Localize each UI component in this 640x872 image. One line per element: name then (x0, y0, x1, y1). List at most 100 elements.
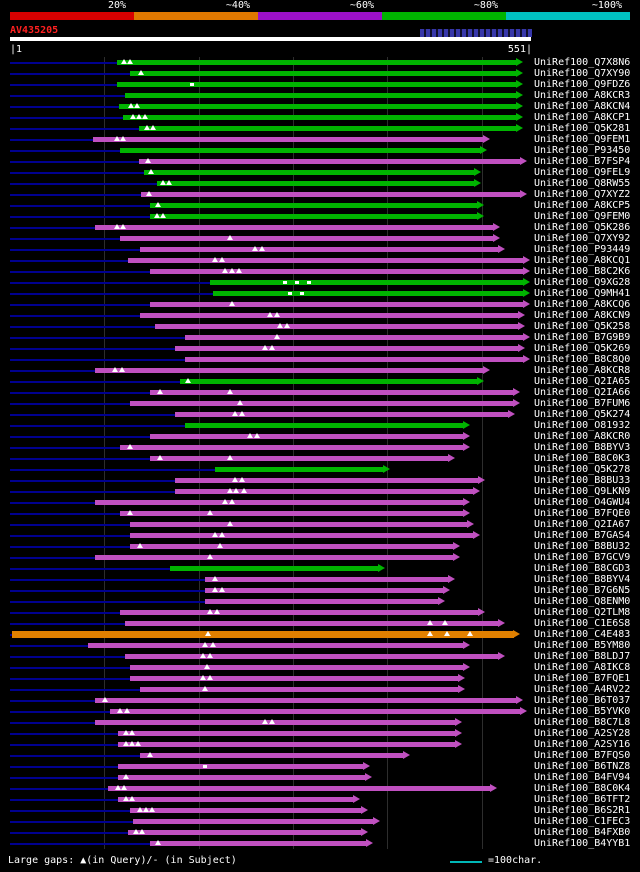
alignment-bar[interactable] (139, 126, 517, 131)
hit-label[interactable]: UniRef100_B7FQE1 (534, 673, 631, 684)
alignment-row[interactable]: UniRef100_B5YM80 (0, 640, 640, 651)
hit-label[interactable]: UniRef100_B7FQE0 (534, 508, 631, 519)
alignment-row[interactable]: UniRef100_Q7XY92 (0, 233, 640, 244)
hit-label[interactable]: UniRef100_Q9FDZ6 (534, 79, 631, 90)
alignment-row[interactable]: UniRef100_P93450 (0, 145, 640, 156)
hit-label[interactable]: UniRef100_B7GAS4 (534, 530, 631, 541)
hit-label[interactable]: UniRef100_B6T037 (534, 695, 631, 706)
alignment-row[interactable]: UniRef100_A8KCP1 (0, 112, 640, 123)
alignment-bar[interactable] (88, 643, 464, 648)
alignment-row[interactable]: UniRef100_B8C8Q0 (0, 354, 640, 365)
alignment-bar[interactable] (12, 631, 514, 638)
hit-label[interactable]: UniRef100_B4FV94 (534, 772, 631, 783)
hit-label[interactable]: UniRef100_A8KCQ1 (534, 255, 631, 266)
alignment-row[interactable]: UniRef100_B8BYV4 (0, 574, 640, 585)
hit-label[interactable]: UniRef100_A8KCN9 (534, 310, 631, 321)
hit-label[interactable]: UniRef100_Q9FEM1 (534, 134, 631, 145)
alignment-row[interactable]: UniRef100_A8KCR8 (0, 365, 640, 376)
alignment-row[interactable]: UniRef100_B6T037 (0, 695, 640, 706)
alignment-row[interactable]: UniRef100_A8KCQ1 (0, 255, 640, 266)
alignment-bar[interactable] (185, 423, 464, 428)
hit-label[interactable]: UniRef100_Q5K274 (534, 409, 631, 420)
alignment-row[interactable]: UniRef100_A8IKC8 (0, 662, 640, 673)
hit-label[interactable]: UniRef100_B7FSP4 (534, 156, 631, 167)
alignment-bar[interactable] (95, 698, 517, 703)
alignment-bar[interactable] (120, 610, 479, 615)
alignment-bar[interactable] (130, 808, 362, 813)
alignment-row[interactable]: UniRef100_B8C2K6 (0, 266, 640, 277)
hit-label[interactable]: UniRef100_Q5K281 (534, 123, 631, 134)
alignment-row[interactable]: UniRef100_B7FQS0 (0, 750, 640, 761)
alignment-bar[interactable] (150, 214, 478, 219)
hit-label[interactable]: UniRef100_A2SY16 (534, 739, 631, 750)
alignment-row[interactable]: UniRef100_A8KCR3 (0, 90, 640, 101)
alignment-bar[interactable] (120, 148, 481, 153)
alignment-bar[interactable] (130, 533, 474, 538)
alignment-row[interactable]: UniRef100_A8KCP5 (0, 200, 640, 211)
alignment-bar[interactable] (95, 368, 484, 373)
alignment-row[interactable]: UniRef100_B7GCV9 (0, 552, 640, 563)
hit-label[interactable]: UniRef100_Q7XY92 (534, 233, 631, 244)
hit-label[interactable]: UniRef100_B8LDJ7 (534, 651, 631, 662)
alignment-bar[interactable] (118, 764, 364, 769)
hit-label[interactable]: UniRef100_B6TFT2 (534, 794, 631, 805)
alignment-row[interactable]: UniRef100_B4YYB1 (0, 838, 640, 849)
hit-label[interactable]: UniRef100_Q7XYZ2 (534, 189, 631, 200)
alignment-row[interactable]: UniRef100_O4GWU4 (0, 497, 640, 508)
alignment-bar[interactable] (118, 775, 366, 780)
hit-label[interactable]: UniRef100_A8IKC8 (534, 662, 631, 673)
hit-label[interactable]: UniRef100_B8C2K6 (534, 266, 631, 277)
alignment-row[interactable]: UniRef100_B8C0K4 (0, 783, 640, 794)
alignment-row[interactable]: UniRef100_B4FXB0 (0, 827, 640, 838)
alignment-row[interactable]: UniRef100_Q9LKN9 (0, 486, 640, 497)
hit-label[interactable]: UniRef100_Q5K286 (534, 222, 631, 233)
hit-label[interactable]: UniRef100_A8KCR3 (534, 90, 631, 101)
hit-label[interactable]: UniRef100_B8BU32 (534, 541, 631, 552)
alignment-bar[interactable] (215, 467, 384, 472)
alignment-bar[interactable] (150, 302, 524, 307)
alignment-bar[interactable] (140, 247, 499, 252)
alignment-bar[interactable] (95, 500, 464, 505)
hit-label[interactable]: UniRef100_B7GCV9 (534, 552, 631, 563)
hit-label[interactable]: UniRef100_A8KCR0 (534, 431, 631, 442)
alignment-row[interactable]: UniRef100_Q9FEM1 (0, 134, 640, 145)
alignment-row[interactable]: UniRef100_Q2IA66 (0, 387, 640, 398)
hit-label[interactable]: UniRef100_Q9XG28 (534, 277, 631, 288)
alignment-bar[interactable] (150, 456, 449, 461)
alignment-bar[interactable] (150, 269, 524, 274)
alignment-row[interactable]: UniRef100_Q7X8N6 (0, 57, 640, 68)
alignment-row[interactable]: UniRef100_B4FV94 (0, 772, 640, 783)
hit-label[interactable]: UniRef100_B5YM80 (534, 640, 631, 651)
alignment-bar[interactable] (175, 412, 509, 417)
hit-label[interactable]: UniRef100_P93450 (534, 145, 631, 156)
alignment-row[interactable]: UniRef100_P93449 (0, 244, 640, 255)
alignment-bar[interactable] (150, 434, 464, 439)
alignment-bar[interactable] (140, 753, 404, 758)
alignment-bar[interactable] (108, 786, 491, 791)
hit-label[interactable]: UniRef100_O4GWU4 (534, 497, 631, 508)
alignment-bar[interactable] (123, 115, 517, 120)
alignment-row[interactable]: UniRef100_B6TFT2 (0, 794, 640, 805)
hit-label[interactable]: UniRef100_B8C7L8 (534, 717, 631, 728)
alignment-row[interactable]: UniRef100_B7FUM6 (0, 398, 640, 409)
alignment-bar[interactable] (128, 830, 362, 835)
hit-label[interactable]: UniRef100_B8C0K3 (534, 453, 631, 464)
hit-label[interactable]: UniRef100_Q5K278 (534, 464, 631, 475)
alignment-bar[interactable] (110, 709, 521, 714)
hit-label[interactable]: UniRef100_B7G6N5 (534, 585, 631, 596)
alignment-bar[interactable] (150, 390, 514, 395)
alignment-bar[interactable] (175, 346, 519, 351)
alignment-row[interactable]: UniRef100_B6S2R1 (0, 805, 640, 816)
hit-label[interactable]: UniRef100_A8KCP1 (534, 112, 631, 123)
alignment-row[interactable]: UniRef100_Q5K278 (0, 464, 640, 475)
hit-label[interactable]: UniRef100_A4RV22 (534, 684, 631, 695)
hit-label[interactable]: UniRef100_Q2IA65 (534, 376, 631, 387)
hit-label[interactable]: UniRef100_A8KCN4 (534, 101, 631, 112)
alignment-bar[interactable] (180, 379, 478, 384)
alignment-row[interactable]: UniRef100_Q5K281 (0, 123, 640, 134)
alignment-bar[interactable] (175, 478, 479, 483)
hit-label[interactable]: UniRef100_P93449 (534, 244, 631, 255)
hit-label[interactable]: UniRef100_Q9MH41 (534, 288, 631, 299)
alignment-row[interactable]: UniRef100_Q2IA65 (0, 376, 640, 387)
alignment-bar[interactable] (175, 489, 474, 494)
